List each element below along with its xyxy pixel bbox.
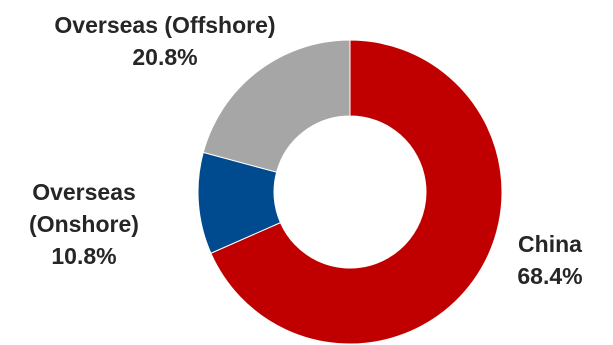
slice-value-label: 68.4%	[517, 263, 582, 289]
slice-category-label: (Onshore)	[29, 211, 139, 237]
slice-value-label: 20.8%	[132, 44, 197, 70]
slice-category-label: China	[518, 231, 582, 257]
data-label-china: China 68.4%	[517, 231, 582, 289]
slices-group	[197, 39, 503, 345]
labels-group: China 68.4%Overseas (Onshore) 10.8%Overseas…	[29, 12, 583, 289]
slice-value-label: 10.8%	[51, 243, 116, 269]
slice-category-label: Overseas	[32, 179, 136, 205]
data-label-overseas-onshore: Overseas (Onshore) 10.8%	[29, 179, 139, 269]
slice-overseas-offshore	[202, 39, 351, 173]
data-label-overseas-offshore: Overseas (Offshore) 20.8%	[54, 12, 275, 70]
slice-category-label: Overseas (Offshore)	[54, 12, 275, 38]
slice-china	[210, 39, 503, 345]
